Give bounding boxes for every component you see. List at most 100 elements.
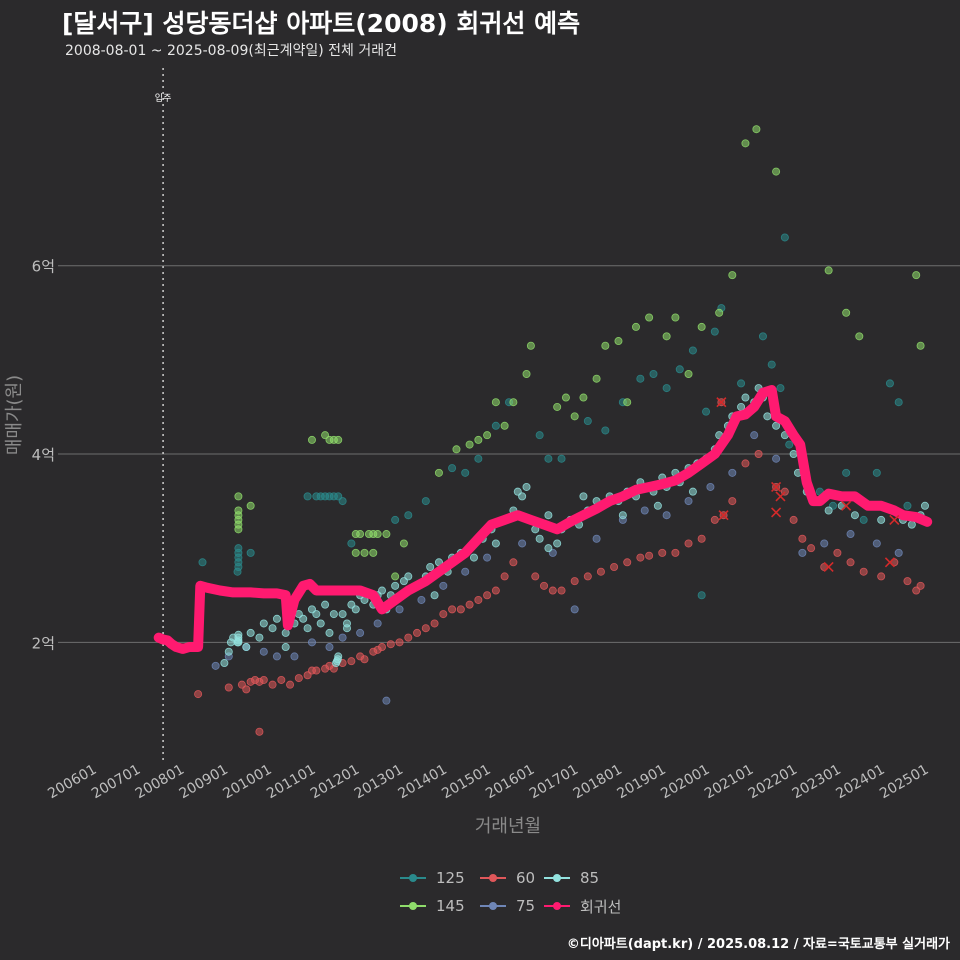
point-60 (877, 572, 886, 581)
point-145 (234, 492, 243, 501)
point-85 (334, 652, 343, 661)
grid-layer (58, 265, 960, 643)
point-85 (259, 619, 268, 628)
point-60 (224, 683, 233, 692)
x-axis-label: 거래년월 (475, 816, 541, 837)
point-125 (894, 398, 903, 407)
x-tick-label: 201301 (352, 762, 406, 803)
point-145 (752, 125, 761, 134)
point-125 (737, 379, 746, 388)
point-75 (750, 431, 759, 440)
point-85 (316, 619, 325, 628)
point-125 (583, 417, 592, 426)
point-60 (456, 605, 465, 614)
point-145 (772, 167, 781, 176)
point-125 (767, 360, 776, 369)
point-145 (360, 548, 369, 557)
point-145 (509, 398, 518, 407)
point-125 (776, 384, 785, 393)
point-85 (378, 586, 387, 595)
point-75 (325, 643, 334, 652)
point-60 (448, 605, 457, 614)
point-60 (500, 572, 509, 581)
point-145 (351, 548, 360, 557)
point-60 (430, 619, 439, 628)
point-125 (338, 497, 347, 506)
point-75 (417, 595, 426, 604)
regression-line (153, 385, 933, 654)
point-60 (610, 562, 619, 571)
point-60 (421, 624, 430, 633)
point-145 (522, 369, 531, 378)
point-85 (342, 624, 351, 633)
point-60 (509, 558, 518, 567)
point-125 (601, 426, 610, 435)
point-75 (872, 539, 881, 548)
point-85 (789, 450, 798, 459)
legend-label-125: 125 (436, 869, 465, 887)
point-145 (465, 440, 474, 449)
point-60 (833, 548, 842, 557)
point-125 (391, 515, 400, 524)
point-145 (662, 332, 671, 341)
point-75 (259, 647, 268, 656)
legend-item-125[interactable]: 125 (398, 866, 465, 890)
point-85 (772, 421, 781, 430)
point-75 (820, 539, 829, 548)
point-60 (268, 680, 277, 689)
x-tick-label: 202101 (702, 762, 756, 803)
point-85 (312, 610, 321, 619)
legend-item-75[interactable]: 75 (478, 894, 535, 918)
point-75 (684, 497, 693, 506)
point-60 (483, 591, 492, 600)
point-60 (531, 572, 540, 581)
cross-marker (884, 557, 896, 568)
point-85 (688, 487, 697, 496)
point-145 (334, 435, 343, 444)
legend-label-145: 145 (436, 897, 465, 915)
point-145 (369, 548, 378, 557)
point-60 (728, 497, 737, 506)
point-75 (373, 619, 382, 628)
point-85 (522, 482, 531, 491)
point-125 (246, 548, 255, 557)
point-85 (246, 628, 255, 637)
point-75 (518, 539, 527, 548)
point-145 (391, 572, 400, 581)
point-60 (903, 577, 912, 586)
point-75 (382, 696, 391, 705)
point-145 (307, 435, 316, 444)
point-145 (623, 398, 632, 407)
point-85 (303, 624, 312, 633)
legend-key-125 (398, 866, 428, 890)
legend-item-145[interactable]: 145 (398, 894, 465, 918)
cross-marker (718, 510, 729, 521)
point-85 (268, 624, 277, 633)
point-145 (382, 530, 391, 539)
point-85 (404, 572, 413, 581)
point-85 (321, 600, 330, 609)
point-145 (526, 341, 535, 350)
legend-item-60[interactable]: 60 (478, 866, 535, 890)
point-85 (741, 393, 750, 402)
point-145 (855, 332, 864, 341)
point-145 (728, 271, 737, 280)
point-145 (912, 271, 921, 280)
point-145 (434, 468, 443, 477)
point-145 (570, 412, 579, 421)
point-60 (386, 640, 395, 649)
point-85 (907, 520, 916, 529)
point-60 (596, 567, 605, 576)
y-tick-label: 4억 (32, 446, 55, 464)
point-145 (234, 506, 243, 515)
x-tick-label: 201001 (220, 762, 274, 803)
x-tick-label: 200701 (89, 762, 143, 803)
cross-marker (889, 514, 900, 525)
chart-subtitle: 2008-08-01 ~ 2025-08-09(최근계약일) 전체 거래건 (65, 43, 397, 59)
legend-item-regression[interactable]: 회귀선 (542, 894, 621, 918)
point-85 (824, 506, 833, 515)
legend-item-85[interactable]: 85 (542, 866, 599, 890)
point-145 (715, 308, 724, 317)
point-85 (242, 643, 251, 652)
point-85 (430, 591, 439, 600)
